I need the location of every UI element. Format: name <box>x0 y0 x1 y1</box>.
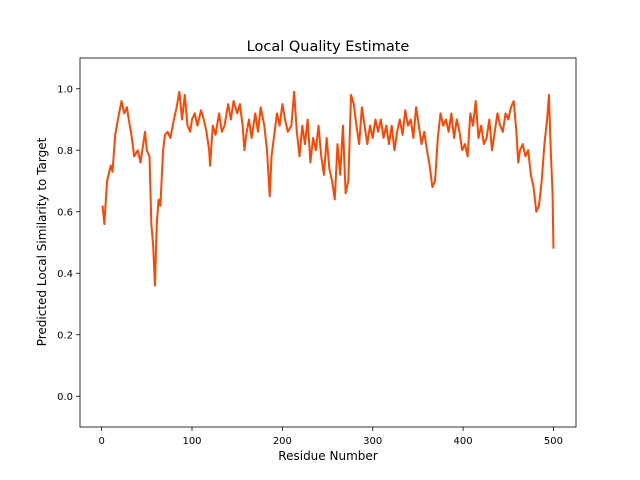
x-tick-label: 500 <box>544 436 563 447</box>
data-line <box>101 90 555 287</box>
chart-title: Local Quality Estimate <box>247 39 410 55</box>
x-tick-label: 300 <box>363 436 382 447</box>
x-tick-label: 400 <box>454 436 473 447</box>
x-tick-label: 200 <box>273 436 292 447</box>
plot-frame <box>79 57 577 428</box>
y-tick-label: 0.6 <box>57 207 73 218</box>
y-tick-label: 1.0 <box>57 84 73 95</box>
y-axis-label: Predicted Local Similarity to Target <box>35 137 49 346</box>
y-tick-label: 0.0 <box>57 392 73 403</box>
x-tick-label: 0 <box>98 436 104 447</box>
y-tick-label: 0.4 <box>57 269 73 280</box>
x-tick-label: 100 <box>182 436 201 447</box>
y-tick-label: 0.8 <box>57 146 73 157</box>
y-tick-label: 0.2 <box>57 330 73 341</box>
x-axis-label: Residue Number <box>278 449 377 463</box>
